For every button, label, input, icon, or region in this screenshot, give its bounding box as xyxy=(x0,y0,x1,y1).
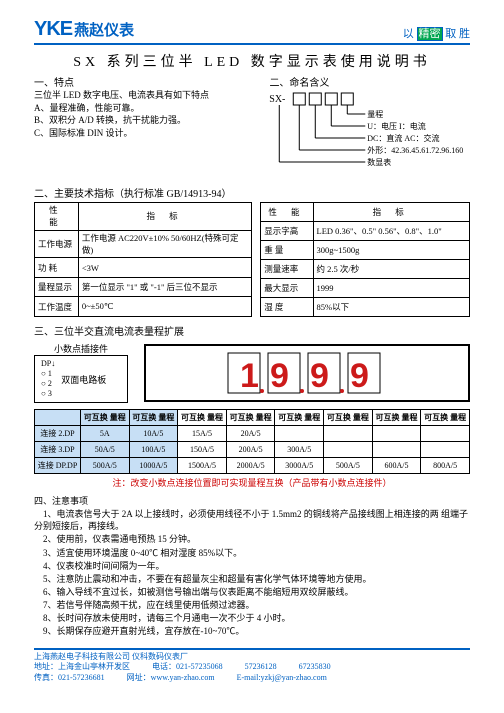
page-header: YKE 燕赵仪表 以 精密 取 胜 xyxy=(34,18,470,45)
spec-table-left: 性 能指 标 工作电源工作电源 AC220V±10% 50/60HZ(特殊可定做… xyxy=(34,202,252,317)
jumper-diagram: 小数点插接件 DP↓ ○ 1 ○ 2 ○ 3 双面电路板 xyxy=(34,342,128,403)
svg-text:9: 9 xyxy=(270,357,289,395)
led-display: 1 9 9 9 xyxy=(144,344,470,402)
note-8: 8、长时间存放未使用时，请每三个月通电一次不少于 4 小时。 xyxy=(34,612,470,624)
note-6: 6、输入导线不宜过长，如被测信号输出端与仪表距离不能缩短用双绞屏蔽线。 xyxy=(34,586,470,598)
logo: YKE 燕赵仪表 xyxy=(34,18,134,41)
note-7: 7、若信号伴随高频干扰，应在线里使用低频过滤器。 xyxy=(34,599,470,611)
doc-title: SX 系列三位半 LED 数字显示表使用说明书 xyxy=(34,51,470,71)
spec-table-right: 性 能指 标 显示字高LED 0.36"、0.5" 0.56"、0.8"、1.0… xyxy=(260,202,470,317)
footer-mail: E-mail:yzkj@yan-zhao.com xyxy=(237,673,327,684)
footer-company: 上海燕赵电子科技有限公司 仪科数码仪表厂 xyxy=(34,652,470,663)
page-footer: 上海燕赵电子科技有限公司 仪科数码仪表厂 地址：上海金山亭林开发区 电话：021… xyxy=(34,648,470,684)
naming-diagram: SX- 量程 U：电压 I：电流 DC：直流 AC：交流 外形：42.36.45… xyxy=(269,90,470,182)
svg-text:量程: 量程 xyxy=(368,110,384,119)
logo-cn: 燕赵仪表 xyxy=(74,19,134,40)
footer-address: 地址：上海金山亭林开发区 xyxy=(34,662,130,673)
svg-text:9: 9 xyxy=(350,357,369,395)
svg-text:U：电压 I：电流: U：电压 I：电流 xyxy=(368,121,426,131)
svg-text:DC：直流 AC：交流: DC：直流 AC：交流 xyxy=(368,133,440,143)
section1-heading: 一、特点 xyxy=(34,74,269,89)
naming-prefix: SX- xyxy=(270,94,286,105)
range-table: 可互换 量程 可互换 量程 可互换 量程 可互换 量程 可互换 量程 可互换 量… xyxy=(34,409,470,474)
footer-tel: 电话：021-57235068 xyxy=(152,662,223,673)
note-2: 2、使用前，仪表需通电预热 15 分钟。 xyxy=(34,533,470,545)
footer-web: 网址：www.yan-zhao.com xyxy=(127,673,215,684)
logo-en: YKE xyxy=(34,18,72,41)
svg-text:9: 9 xyxy=(310,357,329,395)
red-note: 注：改变小数点连接位置即可实现量程互换（产品带有小数点连接件） xyxy=(34,476,470,489)
slogan-highlight: 精密 xyxy=(417,27,443,41)
feature-a: A、量程准确，性能可靠。 xyxy=(34,103,269,115)
svg-text:数显表: 数显表 xyxy=(368,157,392,167)
svg-text:外形：42.36.45.61.72.96.160: 外形：42.36.45.61.72.96.160 xyxy=(368,145,464,155)
section4-heading: 四、注意事项 xyxy=(34,495,470,507)
section1-intro: 三位半 LED 数字电压、电流表具有如下特点 xyxy=(34,90,269,102)
footer-fax: 传真：021-57236681 xyxy=(34,673,105,684)
note-9: 9、长期保存应避开直射光线，宜存放在-10~70℃。 xyxy=(34,625,470,637)
note-5: 5、注意防止震动和冲击，不要在有超量灰尘和超量有害化学气体环境等地方使用。 xyxy=(34,573,470,585)
naming-heading: 二、命名含义 xyxy=(269,74,470,89)
slogan: 以 精密 取 胜 xyxy=(403,25,470,41)
feature-c: C、国际标准 DIN 设计。 xyxy=(34,128,269,140)
note-3: 3、适宜使用环境温度 0~40℃ 相对湿度 85%以下。 xyxy=(34,547,470,559)
feature-b: B、双积分 A/D 转换，抗干扰能力强。 xyxy=(34,115,269,127)
section3-heading: 三、三位半交直流电流表量程扩展 xyxy=(34,323,470,338)
section2-heading: 二、主要技术指标（执行标准 GB/14913-94） xyxy=(34,185,470,200)
note-4: 4、仪表校准时间间隔为一年。 xyxy=(34,560,470,572)
svg-text:1: 1 xyxy=(240,357,259,395)
note-1: 1、电流表信号大于 2A 以上接线时，必须使用线径不小于 1.5mm2 的铜线将… xyxy=(34,508,470,532)
